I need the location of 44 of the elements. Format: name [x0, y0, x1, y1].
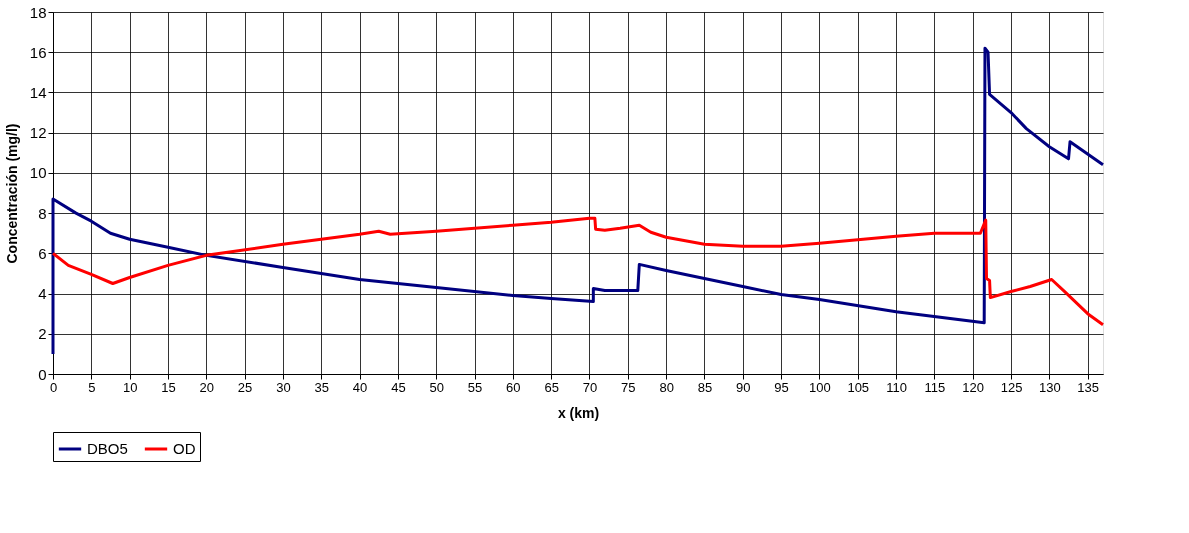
y-tick-label: 12 [29, 124, 47, 142]
x-tick-label: 105 [847, 379, 870, 395]
x-tick-label: 95 [774, 379, 789, 395]
x-tick-label: 75 [621, 379, 636, 395]
x-tick-label: 110 [886, 379, 907, 395]
x-tick-label: 40 [352, 379, 368, 395]
y-tick-label: 18 [29, 3, 47, 21]
y-tick-label: 6 [38, 244, 47, 262]
x-tick-label: 5 [88, 379, 96, 395]
x-tick-label: 35 [314, 379, 329, 395]
x-tick-label: 120 [962, 379, 985, 395]
x-tick-label: 55 [467, 379, 483, 395]
x-tick-label: 70 [582, 379, 598, 395]
legend-label: DBO5 [87, 440, 128, 457]
y-axis-title: Concentración (mg/l) [3, 123, 20, 264]
x-tick-label: 50 [429, 379, 444, 395]
y-tick-label: 2 [38, 325, 47, 343]
x-axis-title: x (km) [557, 404, 600, 421]
x-tick-label: 80 [659, 379, 674, 395]
x-tick-label: 85 [697, 379, 713, 395]
y-tick-label: 8 [38, 204, 47, 222]
x-tick-label: 45 [391, 379, 406, 395]
x-tick-label: 125 [1000, 379, 1023, 395]
x-tick-label: 0 [49, 379, 58, 395]
x-tick-label: 65 [544, 379, 559, 395]
y-tick-label: 0 [38, 365, 47, 383]
x-tick-label: 25 [237, 379, 253, 395]
x-tick-label: 15 [161, 379, 176, 395]
x-tick-label: 100 [809, 379, 831, 395]
x-tick-label: 10 [122, 379, 138, 395]
x-tick-label: 135 [1077, 379, 1100, 395]
legend-label: OD [173, 440, 196, 457]
x-tick-label: 115 [924, 379, 946, 395]
x-tick-label: 130 [1039, 379, 1061, 395]
line-series [51, 46, 1105, 356]
line-series [51, 216, 1105, 327]
x-tick-label: 60 [506, 379, 521, 395]
y-tick-label: 4 [38, 285, 47, 303]
y-tick-label: 16 [29, 43, 47, 61]
y-tick-label: 14 [29, 83, 47, 101]
y-tick-label: 10 [29, 164, 47, 182]
x-tick-label: 30 [276, 379, 291, 395]
x-tick-label: 90 [736, 379, 751, 395]
x-tick-label: 20 [199, 379, 215, 395]
